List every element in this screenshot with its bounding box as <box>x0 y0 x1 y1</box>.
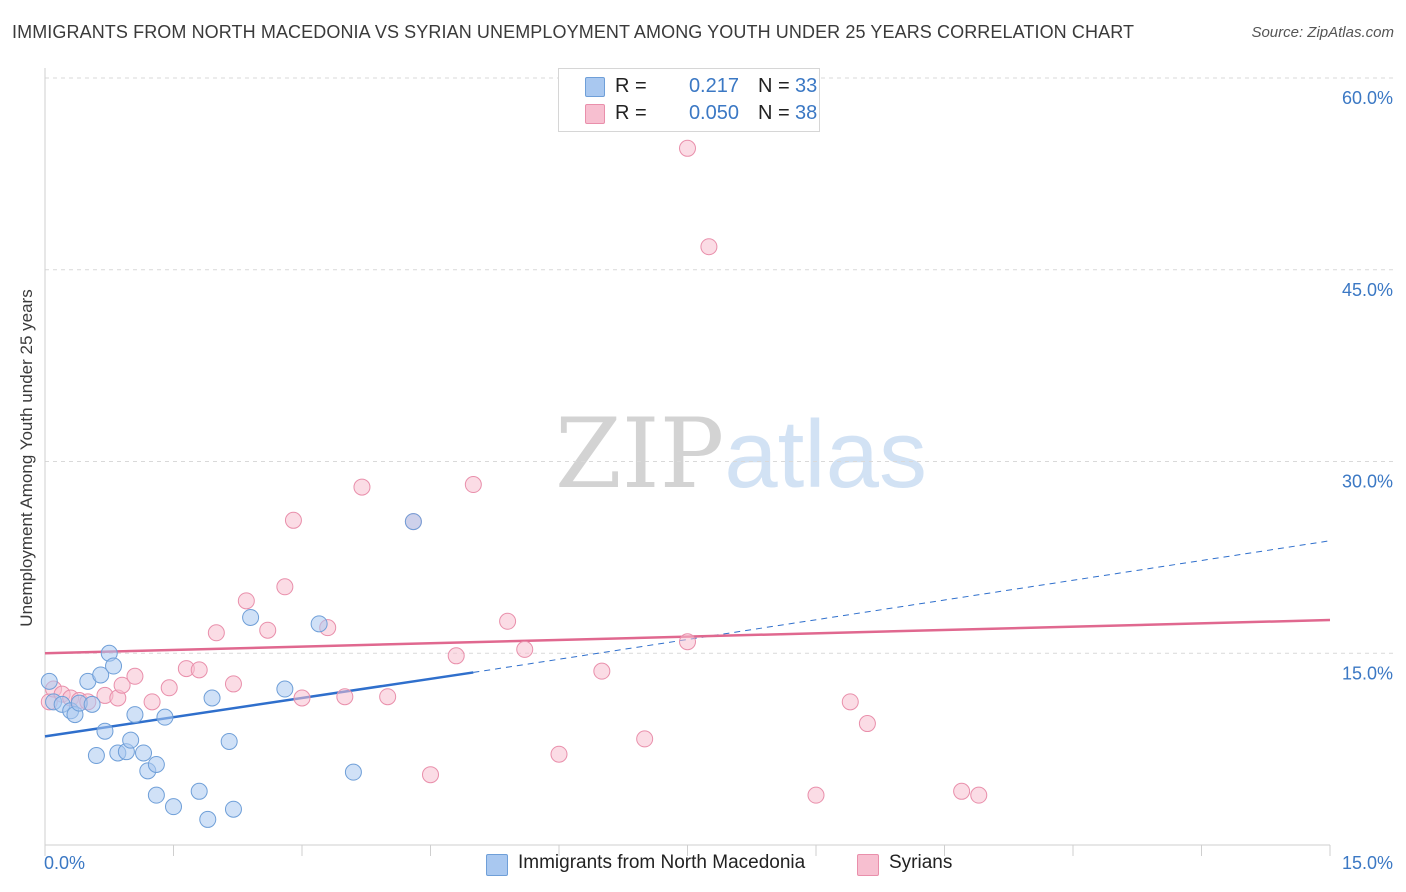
point-north-macedonia <box>310 615 328 633</box>
point-north-macedonia <box>122 731 140 749</box>
point-north-macedonia <box>105 657 123 675</box>
point-syrians <box>679 633 696 651</box>
legend-n-value: 38 <box>795 102 818 124</box>
point-syrians <box>379 688 397 706</box>
point-syrians <box>636 730 654 748</box>
trendline-north-macedonia-extension <box>473 540 1331 673</box>
point-layer <box>40 139 988 828</box>
point-north-macedonia <box>242 608 260 626</box>
point-syrians <box>447 647 465 665</box>
point-syrians <box>841 693 859 711</box>
trendline-north-macedonia <box>44 671 474 738</box>
point-north-macedonia <box>40 672 58 690</box>
y-tick-label: 60.0% <box>1342 88 1393 108</box>
point-syrians <box>190 661 208 679</box>
point-syrians <box>276 578 294 596</box>
bottom-legend-swatch-pink <box>857 854 879 876</box>
y-axis-label: Unemployment Among Youth under 25 years <box>17 289 36 627</box>
y-tick-label: 45.0% <box>1342 280 1393 300</box>
tick-label-layer: 15.0% 30.0% 45.0% 60.0% 0.0% 15.0% <box>44 88 1393 873</box>
point-syrians <box>353 478 371 496</box>
point-north-macedonia <box>147 755 165 773</box>
point-syrians <box>160 679 178 697</box>
source-label: Source: ZipAtlas.com <box>1251 24 1394 41</box>
point-syrians <box>422 766 439 784</box>
point-north-macedonia <box>199 810 217 828</box>
point-syrians <box>679 139 696 157</box>
point-syrians <box>593 662 611 680</box>
point-north-macedonia <box>224 800 242 818</box>
x-tick-label: 15.0% <box>1342 853 1393 873</box>
chart-title: IMMIGRANTS FROM NORTH MACEDONIA VS SYRIA… <box>12 22 1135 42</box>
y-tick-label: 30.0% <box>1342 472 1393 492</box>
point-north-macedonia <box>96 722 114 740</box>
legend-swatch-blue <box>585 77 605 97</box>
point-north-macedonia <box>190 782 208 800</box>
axis-layer <box>44 68 1331 856</box>
point-syrians <box>550 745 568 763</box>
bottom-legend-swatch-blue <box>486 854 508 876</box>
bottom-legend-label: Immigrants from North Macedonia <box>518 852 806 873</box>
point-syrians <box>126 667 144 685</box>
point-syrians <box>953 782 971 800</box>
legend-r-label: R = <box>615 102 647 124</box>
point-syrians <box>207 624 225 642</box>
point-north-macedonia <box>203 689 221 707</box>
watermark-zip: ZIP <box>555 398 725 510</box>
bottom-legend-label: Syrians <box>889 852 953 873</box>
point-syrians <box>516 640 534 658</box>
legend-n-label: N = <box>758 102 790 124</box>
point-syrians <box>113 676 131 694</box>
legend-n-value: 33 <box>795 75 818 97</box>
point-north-macedonia <box>276 680 294 698</box>
point-syrians <box>499 612 517 630</box>
point-syrians <box>336 688 354 706</box>
point-syrians <box>259 621 277 639</box>
point-north-macedonia <box>87 747 105 765</box>
point-syrians <box>464 476 482 494</box>
watermark: ZIPatlas <box>555 398 927 510</box>
point-north-macedonia <box>344 763 362 781</box>
point-syrians <box>970 786 988 804</box>
y-tick-label: 15.0% <box>1342 663 1393 683</box>
x-tick-label: 0.0% <box>44 853 85 873</box>
point-north-macedonia <box>147 786 165 804</box>
point-north-macedonia <box>126 706 144 724</box>
legend-r-label: R = <box>615 75 647 97</box>
point-syrians <box>293 689 311 707</box>
point-syrians <box>224 675 242 693</box>
legend-n-label: N = <box>758 75 790 97</box>
point-north-macedonia <box>220 732 238 750</box>
legend-r-value: 0.050 <box>688 102 739 124</box>
point-syrians <box>858 715 876 733</box>
grid-layer <box>45 77 1395 654</box>
legend-swatch-pink <box>585 104 605 124</box>
point-syrians <box>807 786 825 804</box>
point-syrians <box>700 238 718 256</box>
legend-box: R = 0.217 N = 33 R = 0.050 N = 38 <box>558 68 820 132</box>
point-north-macedonia <box>83 695 101 713</box>
point-north-macedonia <box>92 666 110 684</box>
point-north-macedonia <box>165 798 182 816</box>
point-syrians <box>284 511 302 529</box>
point-north-macedonia <box>156 708 174 726</box>
watermark-atlas: atlas <box>724 401 927 508</box>
point-north-macedonia <box>404 513 422 531</box>
point-syrians <box>237 592 255 610</box>
point-north-macedonia <box>135 744 153 762</box>
legend-r-value: 0.217 <box>688 75 739 97</box>
point-syrians <box>143 693 161 711</box>
